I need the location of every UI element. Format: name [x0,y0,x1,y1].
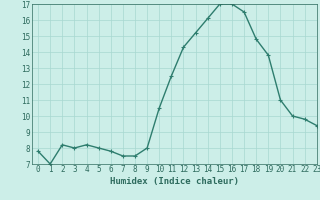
X-axis label: Humidex (Indice chaleur): Humidex (Indice chaleur) [110,177,239,186]
